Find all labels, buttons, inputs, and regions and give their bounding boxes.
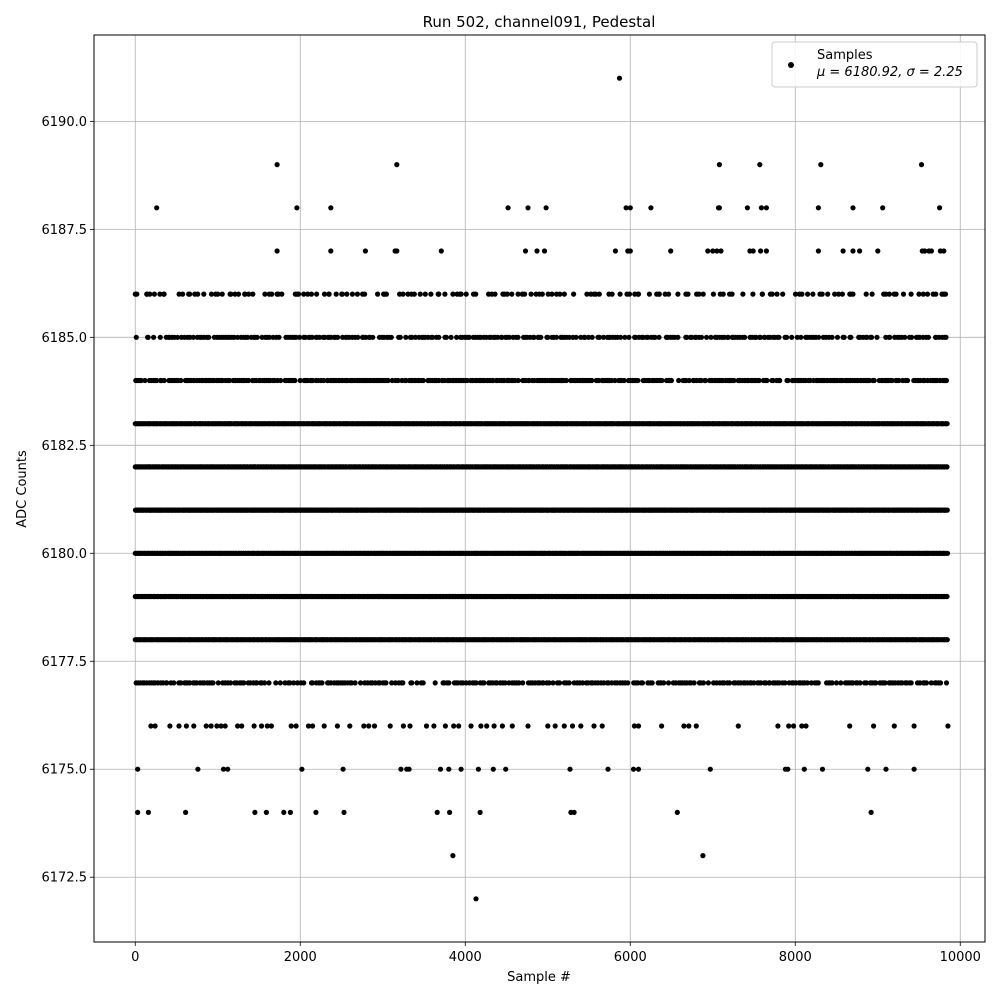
data-point [215,680,221,686]
data-point [520,680,526,686]
data-point [625,680,631,686]
data-point [420,680,426,686]
data-point [700,680,707,686]
data-point [414,680,420,686]
data-point [838,680,844,686]
data-point [829,680,835,686]
data-point [937,680,944,686]
data-point [639,680,646,686]
data-point [804,680,811,686]
data-point [727,680,733,686]
data-point [857,680,863,686]
data-point [291,680,297,686]
data-point [944,637,950,643]
data-point [171,680,177,686]
data-point [705,680,712,686]
data-point [352,680,358,686]
data-point [210,680,216,686]
data-point [944,507,950,513]
data-point [301,680,307,686]
data-point [782,680,788,686]
data-point [273,680,279,686]
data-point [309,680,315,686]
data-point [241,680,247,686]
data-point [409,680,415,686]
data-point [661,680,667,686]
data-point [923,680,930,686]
data-point [557,680,563,686]
data-point [446,680,452,686]
data-point [944,464,950,470]
data-point [944,421,950,427]
data-point [502,680,508,686]
data-point [649,680,655,686]
data-point [389,680,395,686]
data-point [550,680,556,686]
data-point [358,680,364,686]
gridlines [94,35,985,942]
data-point [277,680,283,686]
data-point [580,680,586,686]
data-point [665,680,672,686]
data-point [944,593,950,600]
data-point [481,680,487,686]
data-point [287,680,293,686]
data-point [540,680,546,686]
chart-title: Run 502, channel091, Pedestal [423,13,656,31]
data-point [882,680,888,686]
data-point [928,680,934,686]
data-point [261,680,268,686]
data-point [432,680,438,686]
data-point [178,680,184,686]
data-points [132,75,951,902]
data-point [863,680,870,686]
data-point [473,680,479,686]
data-point [546,680,552,686]
data-point [383,680,389,686]
data-point [815,680,821,686]
data-point [227,680,234,686]
data-point [767,680,773,686]
data-point [566,680,572,686]
data-point [833,680,840,686]
data-point [943,680,950,686]
data-point [254,680,260,686]
data-point [691,680,697,686]
data-point [266,680,272,686]
data-point [516,680,522,686]
data-point [873,680,879,686]
data-point [164,680,170,686]
data-point [751,680,757,686]
data-point [944,550,951,556]
data-point [400,680,406,686]
data-point [319,680,325,686]
data-point [908,680,914,686]
